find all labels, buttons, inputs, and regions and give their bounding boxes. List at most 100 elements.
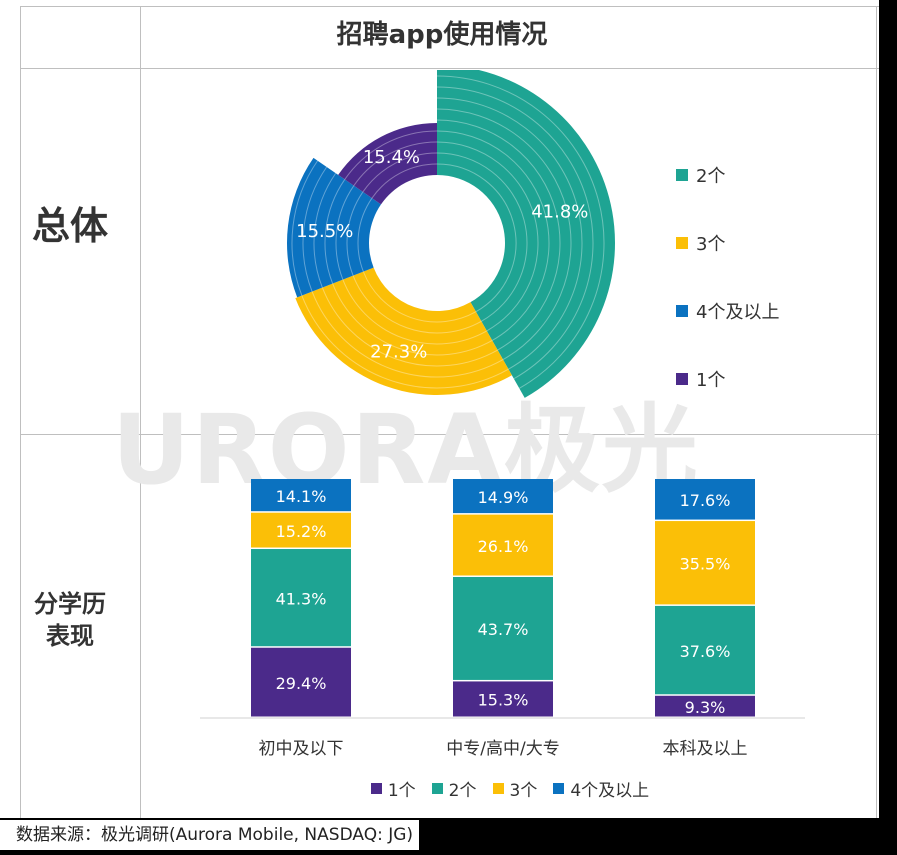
donut-ring-line <box>313 172 337 288</box>
donut-legend-item: 2个 <box>676 162 725 188</box>
bar-segment <box>655 479 755 520</box>
row-label-education-line: 表现 <box>46 622 94 650</box>
donut-ring-line <box>436 86 594 380</box>
border-right <box>876 6 877 818</box>
donut-slice-4 <box>338 123 437 205</box>
bar-legend-item: 2个 <box>431 776 477 801</box>
donut-ring-line <box>353 141 438 186</box>
bar-value-label: 43.7% <box>478 620 529 639</box>
border-left <box>20 6 21 818</box>
legend-label: 4个及以上 <box>696 302 780 323</box>
bar-segment <box>251 512 351 548</box>
bar-legend-item: 4个及以上 <box>553 776 649 801</box>
donut-ring-line <box>291 160 318 296</box>
legend-label: 1个 <box>696 370 726 391</box>
bar-value-label: 35.5% <box>680 554 731 573</box>
donut-chart: 41.8% 27.3% 15.5% 15.4% <box>287 70 615 398</box>
bar-category-label: 初中及以下 <box>259 739 344 759</box>
divider-rows <box>20 434 879 435</box>
donut-ring-line <box>301 295 509 389</box>
donut-ring-line <box>436 97 583 370</box>
donut-ring-line <box>332 283 493 356</box>
donut-ring-line <box>346 191 364 276</box>
donut-ring-line <box>436 141 539 332</box>
donut-ring-line <box>436 130 550 341</box>
source-note: 数据来源：极光调研(Aurora Mobile, NASDAQ: JG) <box>0 820 420 850</box>
row-label-education: 分学历 表现 <box>0 588 140 652</box>
donut-slice-label: 27.3% <box>370 341 427 362</box>
divider-label-column <box>140 6 141 818</box>
row-label-overall: 总体 <box>31 204 108 248</box>
legend-swatch <box>676 237 688 249</box>
donut-slice-label: 15.4% <box>363 147 420 168</box>
bar-value-label: 9.3% <box>685 698 726 717</box>
donut-slice-label: 41.8% <box>531 202 588 223</box>
bar-value-label: 26.1% <box>478 537 529 556</box>
bar-category-label: 中专/高中/大专 <box>446 739 559 759</box>
legend-label: 3个 <box>696 234 726 255</box>
border-top <box>20 6 879 7</box>
donut-ring-line <box>335 185 355 280</box>
donut-ring-line <box>321 287 498 367</box>
donut-slice-1 <box>437 70 615 398</box>
donut-ring-line <box>436 75 605 389</box>
bar-value-label: 29.4% <box>276 674 327 693</box>
donut-ring-line <box>302 166 328 292</box>
donut-ring-line <box>352 275 482 334</box>
bar-segment <box>453 514 553 576</box>
donut-ring-line <box>436 152 528 322</box>
legend-label: 1个 <box>387 781 416 801</box>
legend-swatch <box>370 783 382 794</box>
legend-swatch <box>431 783 443 794</box>
bar-segment <box>655 521 755 605</box>
donut-ring-line <box>436 108 572 361</box>
bar-value-label: 14.1% <box>276 487 327 506</box>
legend-swatch <box>492 783 504 794</box>
legend-label: 4个及以上 <box>570 781 650 801</box>
bar-value-label: 41.3% <box>276 589 327 608</box>
donut-slice-2 <box>295 267 512 396</box>
donut-ring-line <box>344 130 438 180</box>
legend-swatch <box>676 373 688 385</box>
bar-segment <box>453 681 553 717</box>
bar-legend-item: 1个 <box>370 776 416 801</box>
donut-ring-line <box>311 291 504 378</box>
bar-segment <box>655 605 755 695</box>
donut-slice-3 <box>287 157 381 298</box>
bar-segment <box>655 695 755 717</box>
bar-legend: 1个 2个 3个 4个及以上 <box>140 776 880 801</box>
donut-legend-item: 3个 <box>676 230 725 256</box>
bar-value-label: 15.2% <box>276 522 327 541</box>
bar-value-label: 17.6% <box>680 491 731 510</box>
bar-legend-item: 3个 <box>492 776 538 801</box>
donut-ring-line <box>362 152 438 193</box>
legend-label: 2个 <box>448 781 477 801</box>
donut-ring-line <box>371 163 438 199</box>
donut-legend-item: 1个 <box>676 366 725 392</box>
infographic-card: URORA极光 招聘app使用情况 总体 分学历表现 41.8% 27.3% 15.… <box>0 0 879 818</box>
bar-value-label: 37.6% <box>680 642 731 661</box>
row-label-education-line: 分学历 <box>34 590 106 618</box>
bar-segment <box>453 479 553 514</box>
bar-segment <box>251 549 351 647</box>
donut-slice-label: 15.5% <box>296 221 353 242</box>
divider-title <box>20 68 879 69</box>
bar-segment <box>251 479 351 512</box>
legend-swatch <box>676 169 688 181</box>
donut-ring-line <box>342 279 488 345</box>
donut-ring-line <box>436 163 517 313</box>
donut-ring-line <box>362 271 477 323</box>
watermark: URORA极光 <box>112 394 700 506</box>
bar-value-label: 14.9% <box>478 488 529 507</box>
donut-ring-line <box>436 119 561 351</box>
bar-segment <box>251 647 351 717</box>
stacked-bar-chart: 29.4% 41.3% 15.2% 14.1% 初中及以下 15.3% 43.7% 26.1%… <box>200 479 805 759</box>
legend-swatch <box>676 305 688 317</box>
donut-ring-line <box>324 179 346 284</box>
page-title: 招聘app使用情况 <box>336 20 548 50</box>
legend-label: 3个 <box>509 781 538 801</box>
row-label-education-text: 分学历 表现 <box>34 590 106 650</box>
donut-legend-item: 4个及以上 <box>676 298 779 324</box>
legend-swatch <box>553 783 565 794</box>
donut-ring-line <box>357 197 373 272</box>
